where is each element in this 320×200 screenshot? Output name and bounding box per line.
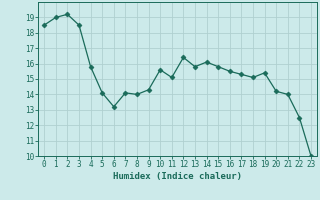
X-axis label: Humidex (Indice chaleur): Humidex (Indice chaleur) <box>113 172 242 181</box>
